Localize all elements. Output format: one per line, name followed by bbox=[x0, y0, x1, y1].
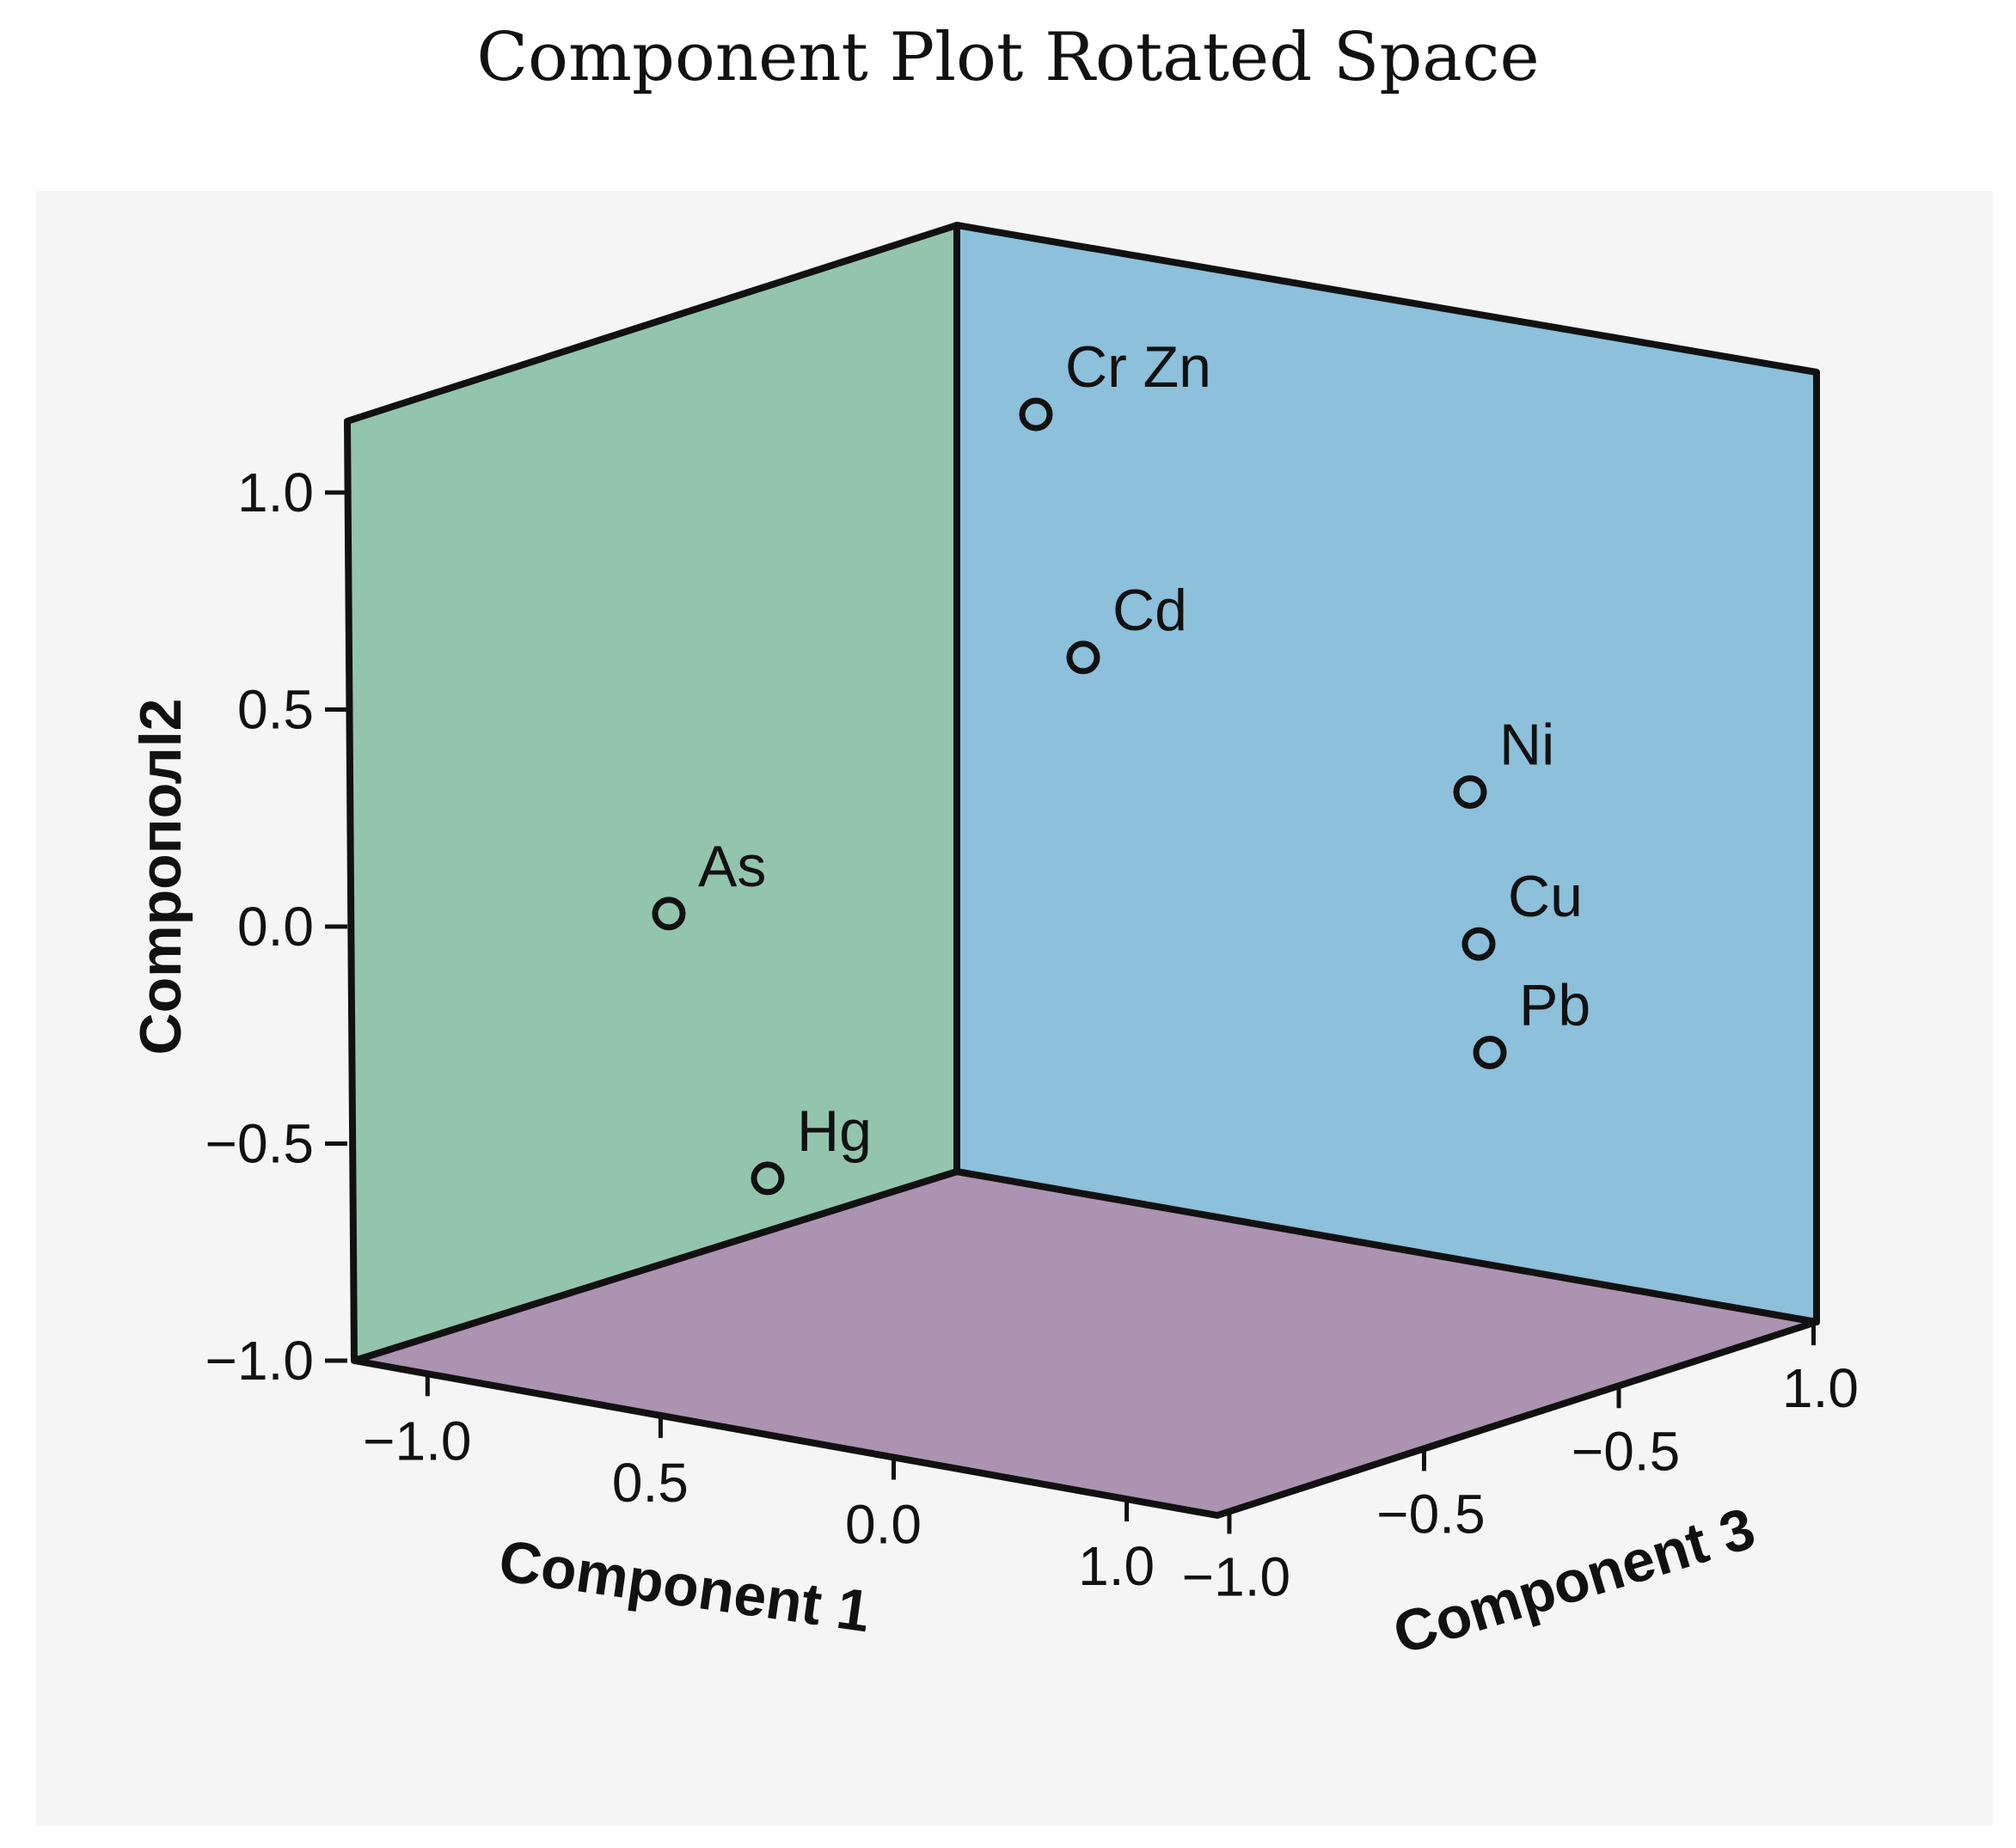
y-tick-label: 1.0 bbox=[1782, 1357, 1859, 1419]
z-axis-title: Compoполl2 bbox=[128, 698, 193, 1055]
point-label: Ni bbox=[1499, 712, 1554, 777]
y-tick-label: −1.0 bbox=[1182, 1546, 1290, 1608]
x-tick-label: 0.0 bbox=[845, 1494, 922, 1556]
point-label: Cu bbox=[1508, 864, 1583, 929]
point-marker bbox=[1066, 640, 1100, 675]
z-tick-label: 0.0 bbox=[237, 896, 314, 958]
point-label: Cr Zn bbox=[1065, 334, 1211, 400]
x-tick-label: 0.5 bbox=[612, 1452, 689, 1514]
point-label: As bbox=[698, 834, 766, 899]
chart-title: Component Plot Rotated Space bbox=[476, 19, 1540, 96]
left-wall-plane bbox=[344, 222, 960, 1364]
point-marker bbox=[1461, 927, 1496, 961]
z-tick-label: −0.5 bbox=[205, 1113, 314, 1175]
point-marker bbox=[652, 896, 686, 931]
component-1-axis: −1.0 0.5 0.0 1.0 bbox=[363, 1374, 1155, 1597]
x-tick-label: 1.0 bbox=[1078, 1535, 1155, 1597]
point-marker bbox=[1019, 397, 1053, 431]
point-label: Pb bbox=[1519, 972, 1590, 1037]
point-label: Cd bbox=[1112, 578, 1187, 643]
x-tick-label: −1.0 bbox=[363, 1410, 471, 1472]
z-tick-label: −1.0 bbox=[205, 1330, 314, 1392]
component-2-axis: 1.0 0.5 0.0 −0.5 −1.0 bbox=[205, 462, 347, 1392]
data-points: Cr Zn Cd Ni Cu Pb As Hg bbox=[652, 334, 1590, 1196]
point-marker bbox=[1473, 1035, 1507, 1069]
point-marker bbox=[1453, 774, 1487, 809]
z-tick-label: 0.5 bbox=[237, 679, 314, 741]
y-tick-label: −0.5 bbox=[1572, 1420, 1680, 1482]
point-marker bbox=[751, 1161, 785, 1196]
component-3-axis: −1.0 −0.5 −0.5 1.0 bbox=[1182, 1323, 1859, 1608]
z-tick-label: 1.0 bbox=[237, 462, 314, 523]
point-label: Hg bbox=[797, 1098, 872, 1164]
y-tick-label: −0.5 bbox=[1376, 1483, 1485, 1545]
